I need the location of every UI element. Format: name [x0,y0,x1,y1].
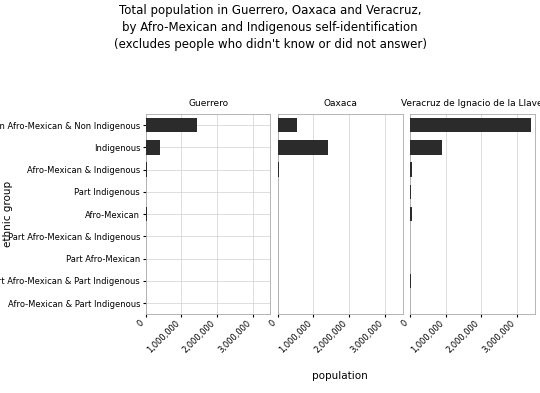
Bar [410,162,412,177]
Bar [278,162,279,177]
Bar [410,185,411,199]
Text: population: population [312,371,368,381]
Bar [410,118,531,132]
Text: ethnic group: ethnic group [3,181,13,247]
Bar [410,140,442,154]
Text: Total population in Guerrero, Oaxaca and Veracruz,
by Afro-Mexican and Indigenou: Total population in Guerrero, Oaxaca and… [113,4,427,51]
Bar [410,207,412,221]
Bar [146,140,160,154]
Bar [146,162,147,177]
Bar [146,118,198,132]
Bar [278,118,298,132]
Bar [278,140,328,154]
